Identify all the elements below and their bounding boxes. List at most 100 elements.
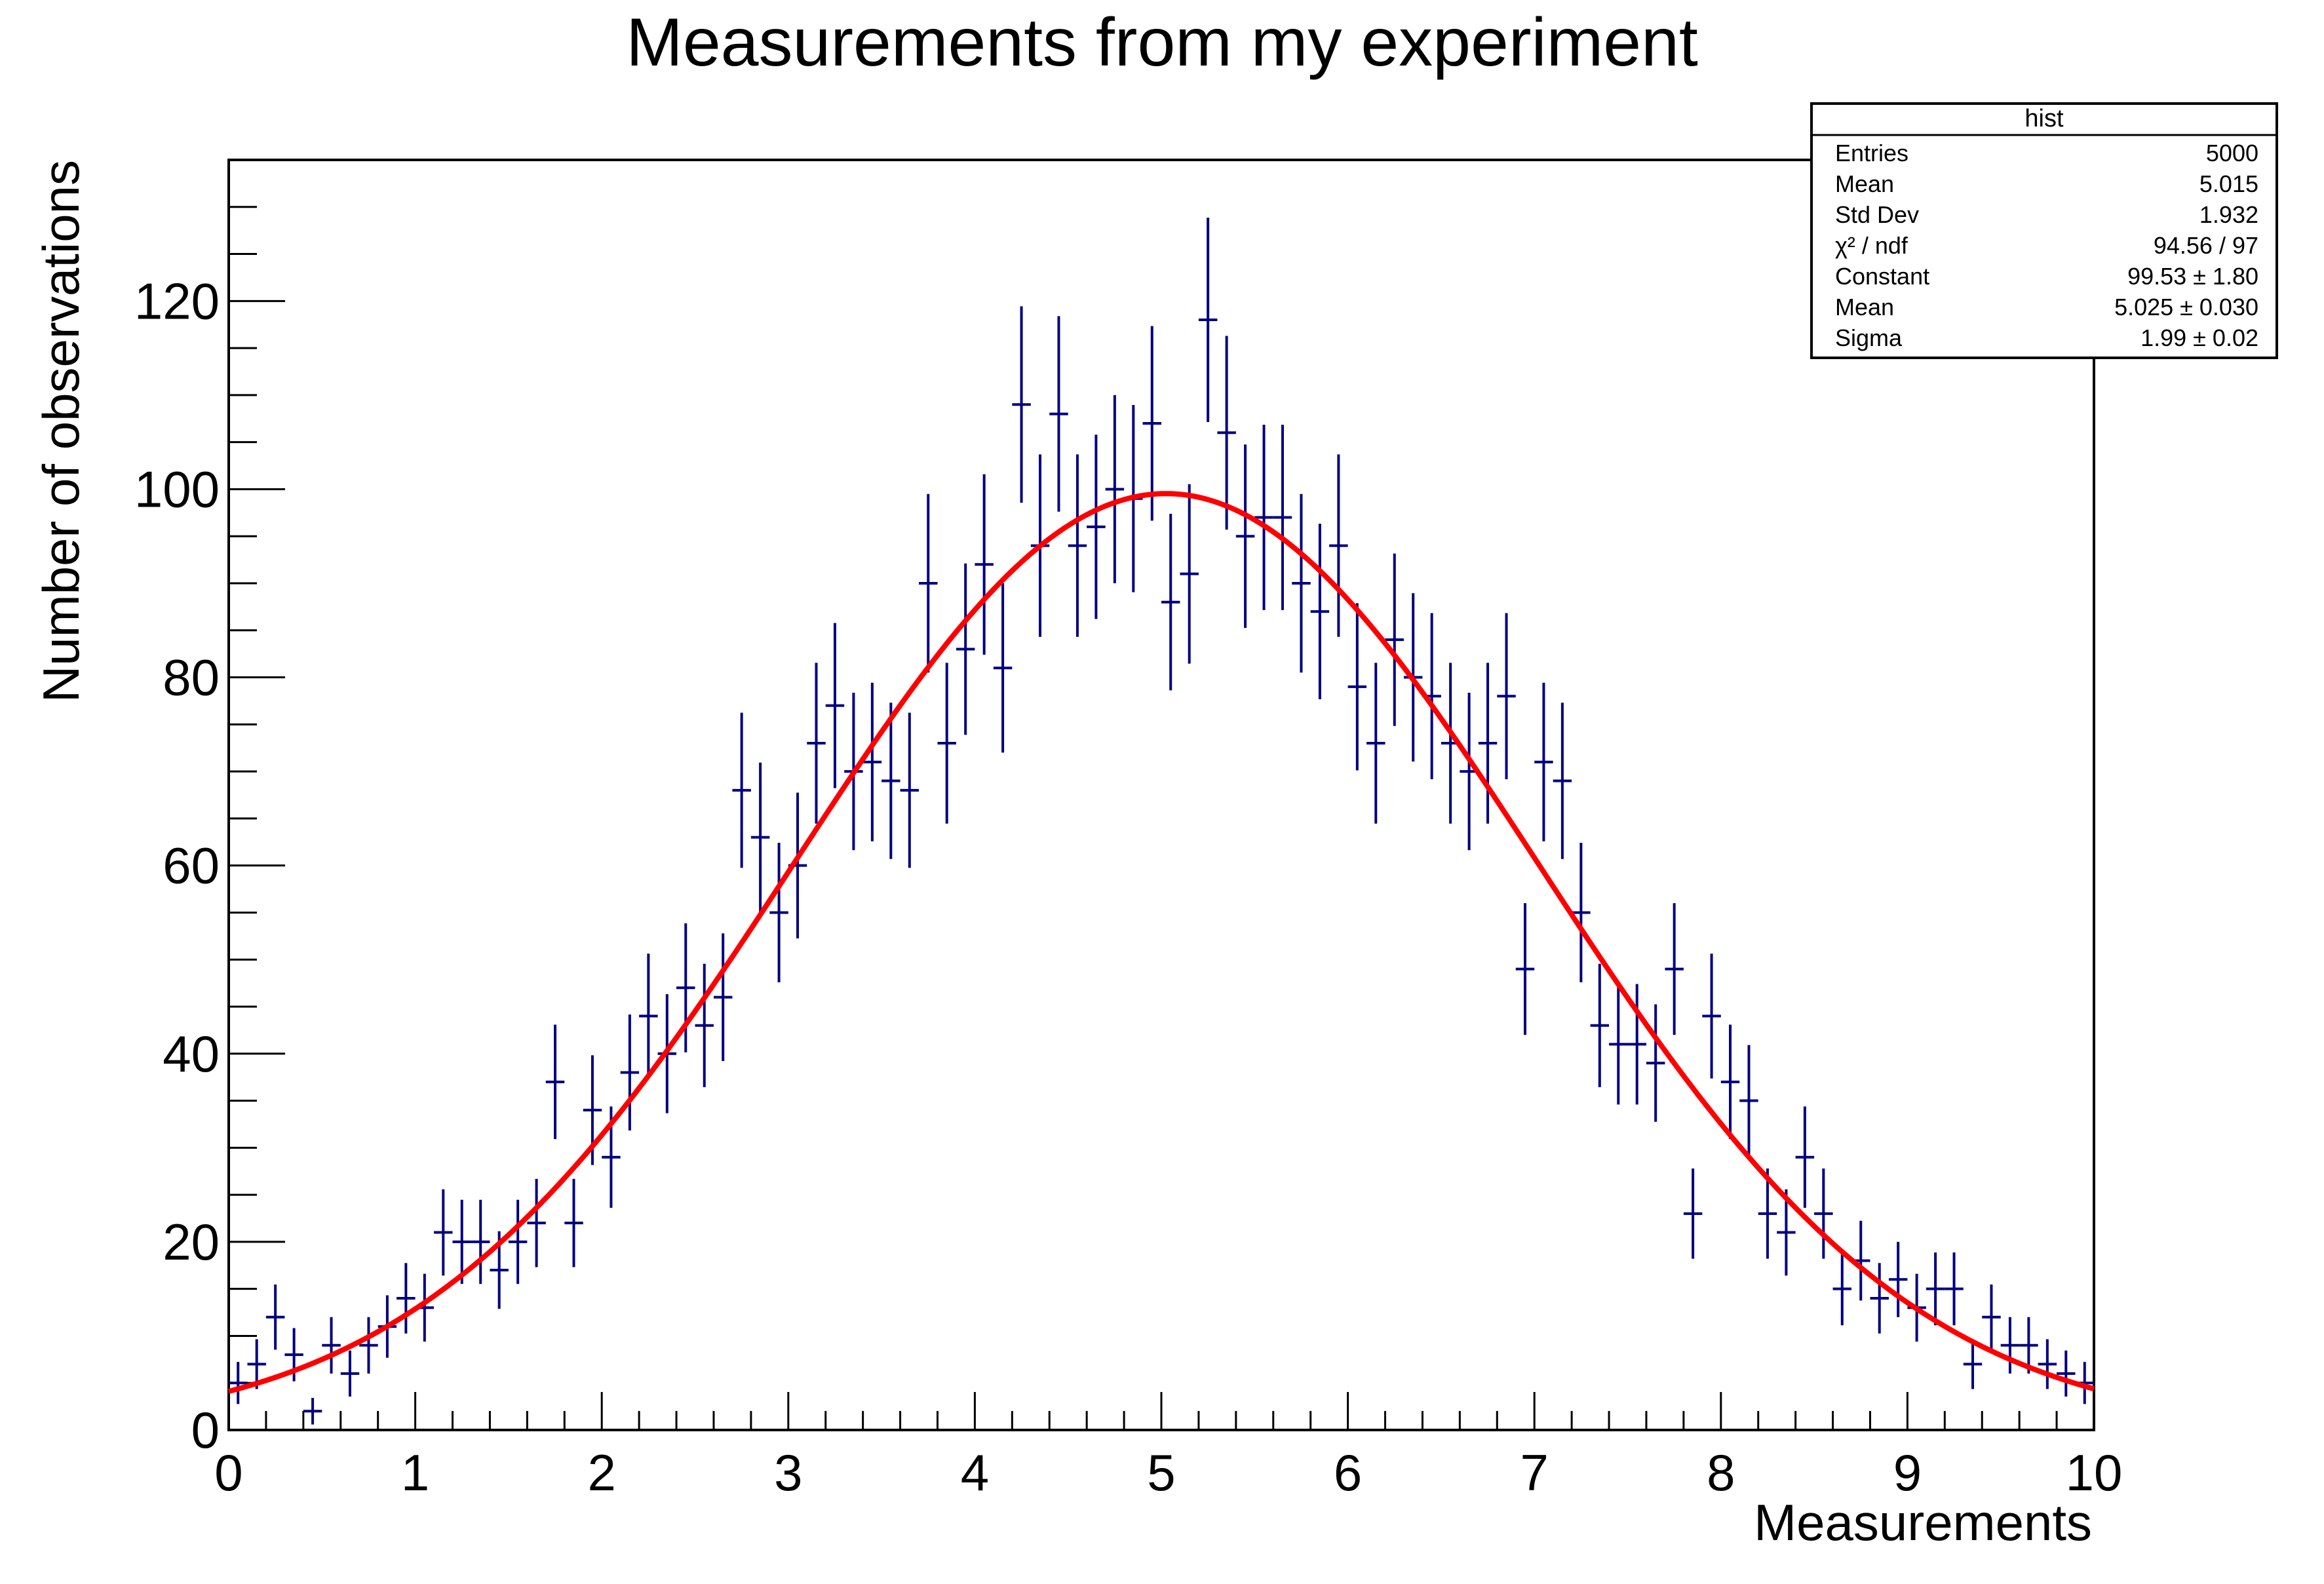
data-point <box>975 474 994 655</box>
y-axis-label: Number of observations <box>32 160 90 703</box>
data-point <box>452 1199 471 1285</box>
data-point <box>750 762 770 912</box>
stats-row-label: Entries <box>1835 140 1908 166</box>
stats-row-value: 1.932 <box>2199 201 2258 228</box>
data-point <box>1945 1252 1964 1326</box>
stats-row-value: 94.56 / 97 <box>2154 232 2258 259</box>
x-tick-label: 10 <box>2066 1444 2123 1501</box>
data-point <box>862 682 882 841</box>
data-point <box>1646 1004 1665 1122</box>
x-tick-label: 4 <box>961 1444 989 1501</box>
data-point <box>1347 603 1367 771</box>
data-point <box>1683 1168 1703 1259</box>
data-point <box>1235 444 1255 628</box>
x-axis-tick-labels: 0 1 2 3 4 5 6 7 8 9 10 <box>214 1444 2122 1501</box>
data-point <box>919 493 938 673</box>
x-tick-label: 7 <box>1520 1444 1549 1501</box>
data-point <box>807 663 826 824</box>
data-point <box>1068 454 1087 637</box>
data-point <box>1758 1168 1777 1259</box>
data-point <box>1366 663 1385 824</box>
y-tick-label: 20 <box>163 1213 220 1271</box>
data-point <box>2019 1317 2038 1374</box>
data-point <box>1963 1339 1983 1389</box>
chart-title: Measurements from my experiment <box>626 5 1698 81</box>
data-point <box>1515 903 1535 1035</box>
y-tick-label: 0 <box>191 1401 220 1459</box>
data-point <box>1814 1168 1833 1259</box>
data-point <box>1926 1252 1945 1326</box>
data-point <box>1273 425 1292 610</box>
data-point <box>1292 493 1311 673</box>
data-point <box>1087 435 1106 619</box>
stats-row-label: Mean <box>1835 294 1894 320</box>
data-point <box>1870 1263 1889 1334</box>
stats-box-title: hist <box>2024 105 2064 132</box>
data-point <box>471 1199 490 1285</box>
stats-box-frame <box>1810 102 2278 359</box>
data-point <box>1217 336 1236 530</box>
stats-row-label: χ² / ndf <box>1835 232 1908 259</box>
data-point <box>2057 1350 2076 1397</box>
data-point <box>1329 454 1348 637</box>
data-point <box>545 1024 565 1140</box>
x-tick-label: 8 <box>1707 1444 1735 1501</box>
data-point <box>229 1362 248 1404</box>
data-point <box>1180 484 1199 664</box>
data-point <box>1161 514 1180 691</box>
y-tick-label: 100 <box>134 460 220 518</box>
x-tick-label: 9 <box>1893 1444 1922 1501</box>
data-point <box>1795 1106 1815 1208</box>
data-point <box>900 712 920 868</box>
data-point <box>1777 1189 1796 1276</box>
stats-row-label: Mean <box>1835 170 1894 197</box>
data-point <box>1609 984 1628 1105</box>
x-tick-label: 3 <box>774 1444 802 1501</box>
x-tick-label: 2 <box>588 1444 616 1501</box>
x-tick-label: 5 <box>1147 1444 1175 1501</box>
stats-row-value: 1.99 ± 0.02 <box>2140 324 2258 351</box>
data-point <box>1012 306 1031 503</box>
stats-box-rows: Entries 5000 Mean 5.015 Std Dev 1.932 χ² / ndf… <box>1835 140 2258 351</box>
stats-row-value: 5.015 <box>2199 170 2258 197</box>
y-axis-tick-labels: 0 20 40 60 80 100 120 <box>134 272 220 1459</box>
data-point <box>993 583 1013 753</box>
y-tick-label: 60 <box>163 837 220 895</box>
x-axis-ticks <box>227 1392 2095 1430</box>
x-axis-label: Measurements <box>1754 1494 2092 1551</box>
data-point <box>713 933 733 1062</box>
data-point <box>397 1263 416 1334</box>
data-point <box>340 1350 360 1397</box>
data-point <box>564 1178 583 1267</box>
y-tick-label: 120 <box>134 272 220 330</box>
data-point <box>1497 613 1516 780</box>
data-point <box>1385 553 1404 726</box>
data-point <box>1198 218 1218 422</box>
data-point <box>620 1014 640 1130</box>
data-point <box>508 1199 528 1285</box>
stats-row-value: 5000 <box>2206 140 2258 166</box>
data-point <box>2000 1317 2020 1374</box>
data-point <box>1049 316 1068 512</box>
x-tick-label: 0 <box>214 1444 242 1501</box>
histogram-data-points <box>229 218 2094 1425</box>
data-point <box>1254 425 1273 610</box>
data-point <box>1553 703 1572 859</box>
data-point <box>265 1285 285 1350</box>
data-point <box>1590 963 1610 1087</box>
data-point <box>1982 1285 2001 1350</box>
data-point <box>1142 326 1161 521</box>
data-point <box>303 1397 322 1425</box>
data-point <box>956 563 975 735</box>
y-tick-label: 80 <box>163 649 220 706</box>
stats-row-value: 5.025 ± 0.030 <box>2114 294 2258 320</box>
data-point <box>1720 1024 1740 1140</box>
x-tick-label: 1 <box>401 1444 429 1501</box>
x-tick-label: 6 <box>1334 1444 1362 1501</box>
data-point <box>359 1317 378 1374</box>
data-point <box>1627 984 1646 1105</box>
stats-box: hist Entries 5000 Mean 5.015 Std Dev 1.932 χ² … <box>1810 102 2278 359</box>
y-tick-label: 40 <box>163 1025 220 1083</box>
